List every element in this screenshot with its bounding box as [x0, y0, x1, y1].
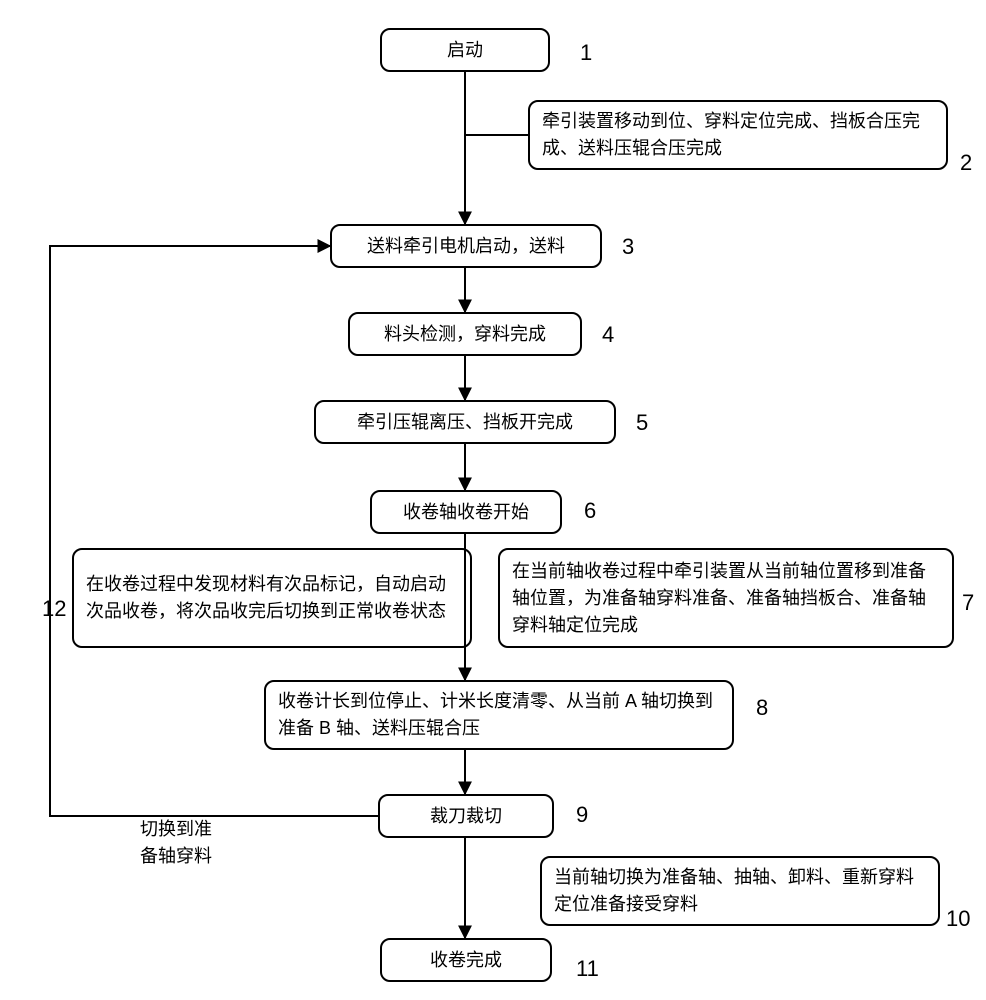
- node-step-7: 在当前轴收卷过程中牵引装置从当前轴位置移到准备轴位置，为准备轴穿料准备、准备轴挡…: [498, 548, 954, 648]
- step-number-12: 12: [42, 596, 66, 622]
- flowchart-canvas: 启动 牵引装置移动到位、穿料定位完成、挡板合压完成、送料压辊合压完成 送料牵引电…: [0, 0, 986, 1000]
- node-step-5: 牵引压辊离压、挡板开完成: [314, 400, 616, 444]
- node-step-3: 送料牵引电机启动，送料: [330, 224, 602, 268]
- node-step-8: 收卷计长到位停止、计米长度清零、从当前 A 轴切换到准备 B 轴、送料压辊合压: [264, 680, 734, 750]
- node-step-12: 在收卷过程中发现材料有次品标记，自动启动次品收卷，将次品收完后切换到正常收卷状态: [72, 548, 472, 648]
- node-label: 料头检测，穿料完成: [384, 321, 546, 348]
- node-label: 送料牵引电机启动，送料: [367, 233, 565, 260]
- node-step-4: 料头检测，穿料完成: [348, 312, 582, 356]
- loop-label-line2: 备轴穿料: [140, 846, 212, 866]
- node-label: 收卷计长到位停止、计米长度清零、从当前 A 轴切换到准备 B 轴、送料压辊合压: [278, 688, 720, 742]
- node-step-10: 当前轴切换为准备轴、抽轴、卸料、重新穿料定位准备接受穿料: [540, 856, 940, 926]
- node-step-9: 裁刀裁切: [378, 794, 554, 838]
- step-number-8: 8: [756, 695, 768, 721]
- node-step-6: 收卷轴收卷开始: [370, 490, 562, 534]
- step-number-2: 2: [960, 150, 972, 176]
- node-label: 在当前轴收卷过程中牵引装置从当前轴位置移到准备轴位置，为准备轴穿料准备、准备轴挡…: [512, 558, 940, 639]
- node-start: 启动: [380, 28, 550, 72]
- node-label: 牵引装置移动到位、穿料定位完成、挡板合压完成、送料压辊合压完成: [542, 108, 934, 162]
- step-number-7: 7: [962, 590, 974, 616]
- step-number-10: 10: [946, 906, 970, 932]
- node-label: 裁刀裁切: [430, 803, 502, 830]
- step-number-1: 1: [580, 40, 592, 66]
- step-number-9: 9: [576, 802, 588, 828]
- node-label: 收卷轴收卷开始: [403, 499, 529, 526]
- node-label: 牵引压辊离压、挡板开完成: [357, 409, 573, 436]
- node-label: 启动: [447, 37, 483, 64]
- loop-edge-label: 切换到准 备轴穿料: [140, 816, 212, 870]
- step-number-6: 6: [584, 498, 596, 524]
- node-label: 收卷完成: [430, 947, 502, 974]
- step-number-3: 3: [622, 234, 634, 260]
- node-end: 收卷完成: [380, 938, 552, 982]
- loop-label-line1: 切换到准: [140, 819, 212, 839]
- node-label: 当前轴切换为准备轴、抽轴、卸料、重新穿料定位准备接受穿料: [554, 864, 926, 918]
- step-number-11: 11: [576, 956, 599, 982]
- node-label: 在收卷过程中发现材料有次品标记，自动启动次品收卷，将次品收完后切换到正常收卷状态: [86, 571, 458, 625]
- step-number-4: 4: [602, 322, 614, 348]
- node-step-2: 牵引装置移动到位、穿料定位完成、挡板合压完成、送料压辊合压完成: [528, 100, 948, 170]
- step-number-5: 5: [636, 410, 648, 436]
